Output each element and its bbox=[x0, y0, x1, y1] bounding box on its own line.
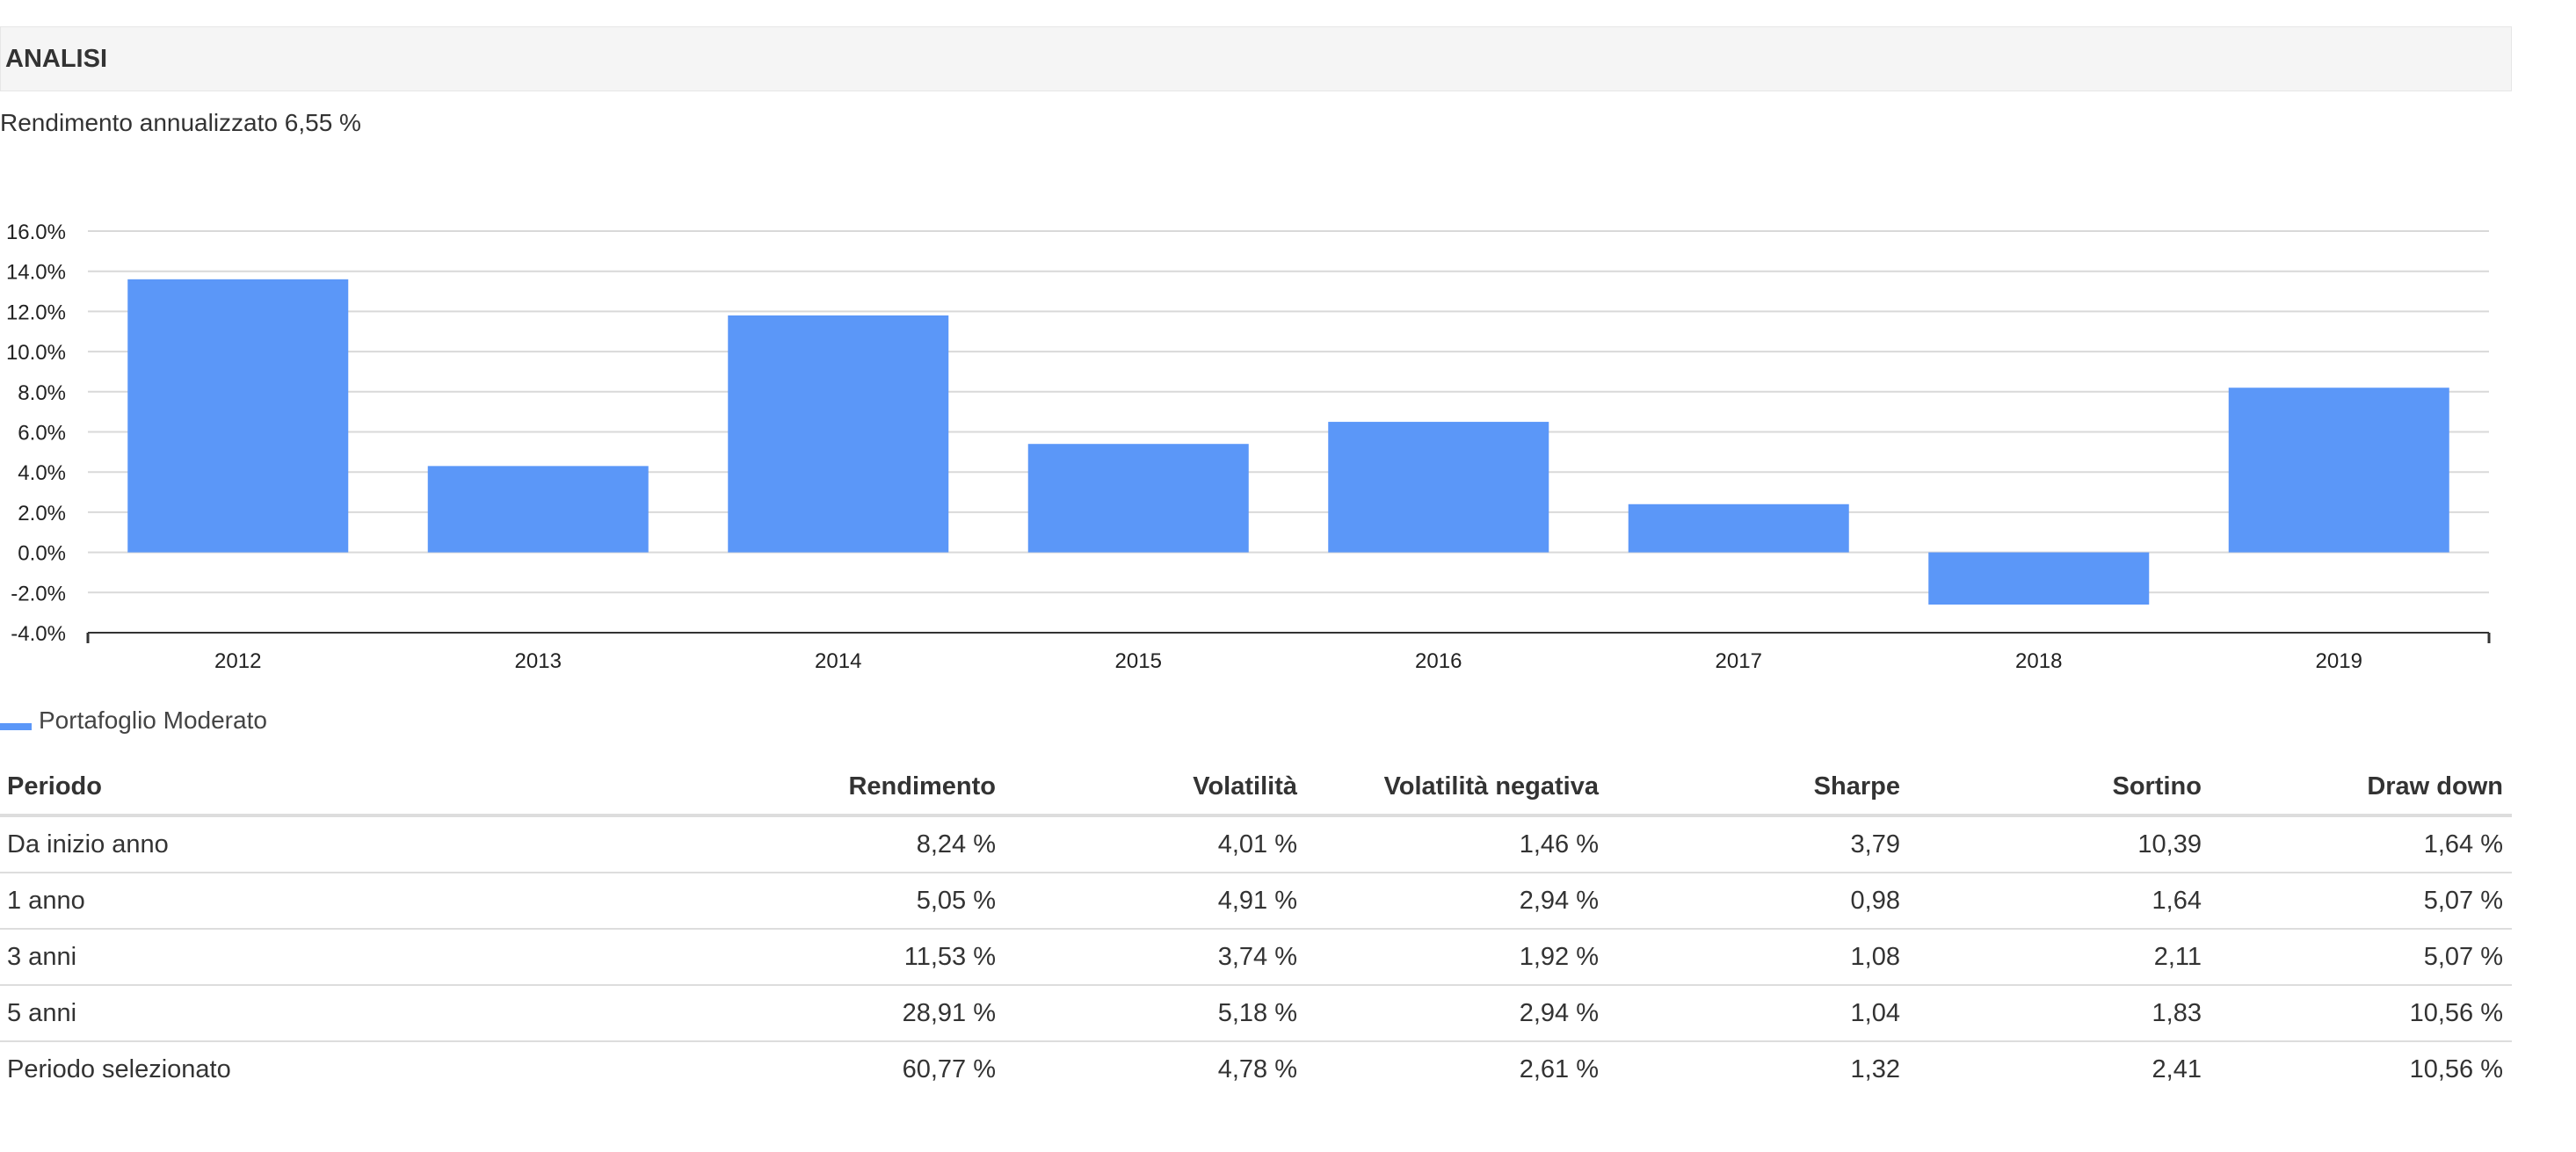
legend-label: Portafoglio Moderato bbox=[39, 706, 267, 734]
cell-sortino: 2,11 bbox=[1909, 929, 2210, 986]
cell-draw-down: 1,64 % bbox=[2210, 815, 2512, 873]
chart-x-tick-labels: 2012 2013 2014 2015 2016 2017 2018 2019 bbox=[214, 649, 2362, 673]
header-volatilita: Volatilità bbox=[1005, 759, 1306, 817]
cell-periodo: 5 anni bbox=[0, 985, 703, 1042]
bar-2018 bbox=[1928, 552, 2150, 605]
bar-2014 bbox=[728, 315, 949, 553]
cell-periodo: Da inizio anno bbox=[0, 815, 703, 873]
y-tick-label: 2.0% bbox=[18, 502, 66, 525]
y-tick-label: -2.0% bbox=[11, 582, 66, 605]
cell-periodo: 1 anno bbox=[0, 873, 703, 930]
performance-stats-table: Periodo Rendimento Volatilità Volatilità… bbox=[0, 759, 2512, 1097]
bar-2015 bbox=[1027, 444, 1249, 553]
y-tick-label: 0.0% bbox=[18, 542, 66, 566]
cell-volatilita: 4,01 % bbox=[1005, 815, 1306, 873]
chart-y-tick-labels: -4.0% -2.0% 0.0% 2.0% 4.0% 6.0% 8.0% 10.0% 12.0%… bbox=[6, 221, 66, 646]
cell-periodo: 3 anni bbox=[0, 929, 703, 986]
cell-sortino: 1,83 bbox=[1909, 985, 2210, 1042]
section-title: ANALISI bbox=[5, 45, 107, 73]
cell-sortino: 2,41 bbox=[2152, 1054, 2202, 1083]
legend-swatch bbox=[0, 723, 32, 730]
cell-draw-down: 5,07 % bbox=[2210, 929, 2512, 986]
cell-draw-down: 10,56 % bbox=[2409, 1054, 2503, 1083]
x-tick-label: 2014 bbox=[815, 649, 861, 673]
cell-sharpe: 1,08 bbox=[1607, 929, 1909, 986]
cell-periodo: Periodo selezionato bbox=[7, 1054, 231, 1083]
table-row: Periodo selezionato 60,77 % 4,78 % 2,61 … bbox=[0, 1041, 2512, 1097]
chart-axes bbox=[86, 632, 2491, 643]
cell-sortino: 10,39 bbox=[1909, 815, 2210, 873]
y-tick-label: 12.0% bbox=[6, 301, 66, 324]
x-tick-label: 2013 bbox=[515, 649, 562, 673]
table-row: Da inizio anno 8,24 % 4,01 % 1,46 % 3,79… bbox=[0, 815, 2512, 873]
cell-sharpe: 1,32 bbox=[1850, 1054, 1900, 1083]
x-tick-label: 2019 bbox=[2316, 649, 2362, 673]
annual-returns-bar-chart: -4.0% -2.0% 0.0% 2.0% 4.0% 6.0% 8.0% 10.0% 12.0%… bbox=[6, 221, 2491, 673]
cell-volatilita-negativa: 2,61 % bbox=[1519, 1054, 1599, 1083]
bar-2013 bbox=[427, 466, 649, 553]
y-tick-label: 16.0% bbox=[6, 221, 66, 244]
cell-rendimento: 11,53 % bbox=[703, 929, 1005, 986]
cell-sortino: 1,64 bbox=[1909, 873, 2210, 930]
y-tick-label: 14.0% bbox=[6, 261, 66, 285]
bar-2016 bbox=[1328, 422, 1549, 553]
table-header-row: Periodo Rendimento Volatilità Volatilità… bbox=[0, 759, 2512, 817]
table-row: 5 anni 28,91 % 5,18 % 2,94 % 1,04 1,83 1… bbox=[0, 985, 2512, 1042]
cell-sharpe: 0,98 bbox=[1607, 873, 1909, 930]
header-periodo: Periodo bbox=[0, 759, 703, 817]
y-tick-label: 10.0% bbox=[6, 341, 66, 365]
cell-sharpe: 3,79 bbox=[1607, 815, 1909, 873]
header-draw-down: Draw down bbox=[2210, 759, 2512, 817]
header-sortino: Sortino bbox=[1909, 759, 2210, 817]
cell-rendimento: 60,77 % bbox=[902, 1054, 996, 1083]
cell-volatilita-negativa: 2,94 % bbox=[1306, 985, 1607, 1042]
cell-sharpe: 1,04 bbox=[1607, 985, 1909, 1042]
chart-legend: Portafoglio Moderato bbox=[0, 705, 267, 736]
bar-2019 bbox=[2228, 388, 2449, 553]
x-tick-label: 2015 bbox=[1115, 649, 1162, 673]
x-tick-label: 2017 bbox=[1716, 649, 1762, 673]
table-row: 1 anno 5,05 % 4,91 % 2,94 % 0,98 1,64 5,… bbox=[0, 873, 2512, 930]
chart-bars bbox=[127, 279, 2449, 605]
cell-volatilita: 4,78 % bbox=[1217, 1054, 1297, 1083]
x-tick-label: 2012 bbox=[214, 649, 261, 673]
y-tick-label: 8.0% bbox=[18, 381, 66, 405]
header-sharpe: Sharpe bbox=[1607, 759, 1909, 817]
cell-rendimento: 5,05 % bbox=[703, 873, 1005, 930]
cell-rendimento: 28,91 % bbox=[703, 985, 1005, 1042]
cell-volatilita-negativa: 2,94 % bbox=[1306, 873, 1607, 930]
header-volatilita-negativa: Volatilità negativa bbox=[1306, 759, 1607, 817]
cell-draw-down: 5,07 % bbox=[2210, 873, 2512, 930]
bar-2017 bbox=[1628, 504, 1849, 553]
cell-volatilita-negativa: 1,92 % bbox=[1306, 929, 1607, 986]
annualized-return-text: Rendimento annualizzato 6,55 % bbox=[0, 109, 361, 136]
cell-rendimento: 8,24 % bbox=[703, 815, 1005, 873]
y-tick-label: 6.0% bbox=[18, 422, 66, 446]
x-tick-label: 2018 bbox=[2015, 649, 2062, 673]
cell-volatilita: 5,18 % bbox=[1005, 985, 1306, 1042]
y-tick-label: 4.0% bbox=[18, 461, 66, 485]
cell-draw-down: 10,56 % bbox=[2210, 985, 2512, 1042]
cell-volatilita: 3,74 % bbox=[1005, 929, 1306, 986]
bar-2012 bbox=[127, 279, 349, 553]
cell-volatilita: 4,91 % bbox=[1005, 873, 1306, 930]
table-row: 3 anni 11,53 % 3,74 % 1,92 % 1,08 2,11 5… bbox=[0, 929, 2512, 986]
y-tick-label: -4.0% bbox=[11, 622, 66, 646]
section-header bbox=[0, 26, 2512, 91]
cell-volatilita-negativa: 1,46 % bbox=[1306, 815, 1607, 873]
header-rendimento: Rendimento bbox=[703, 759, 1005, 817]
x-tick-label: 2016 bbox=[1415, 649, 1462, 673]
